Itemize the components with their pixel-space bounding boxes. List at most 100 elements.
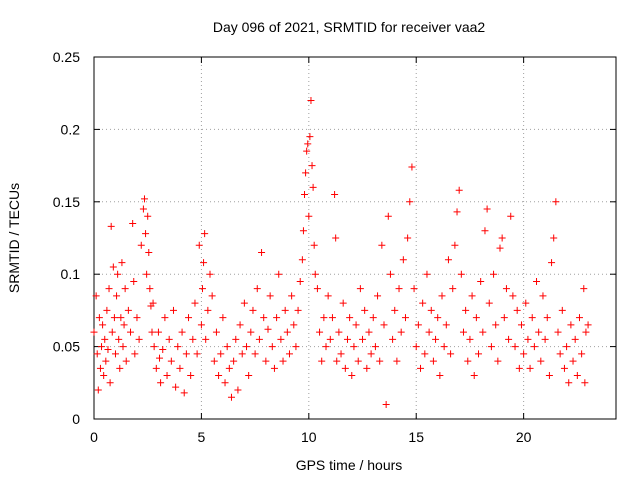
data-point: [165, 335, 173, 343]
data-point: [187, 372, 195, 380]
data-point: [103, 306, 111, 314]
data-point: [554, 328, 562, 336]
y-tick-label: 0.15: [53, 194, 80, 210]
data-point: [234, 386, 242, 394]
y-axis-label: SRMTID / TECUs: [6, 183, 22, 293]
data-point: [494, 357, 502, 365]
data-point: [145, 248, 153, 256]
data-point: [376, 357, 384, 365]
data-point: [384, 212, 392, 220]
data-point: [101, 335, 109, 343]
data-point: [543, 314, 551, 322]
data-point: [142, 230, 150, 238]
data-point: [121, 285, 129, 293]
data-point: [146, 285, 154, 293]
data-point: [442, 321, 450, 329]
data-point: [296, 277, 304, 285]
data-point: [475, 350, 483, 358]
data-point: [238, 350, 246, 358]
data-point: [332, 234, 340, 242]
data-point: [421, 350, 429, 358]
data-point: [578, 350, 586, 358]
grid: [93, 56, 616, 420]
data-point: [197, 321, 205, 329]
data-point: [444, 256, 452, 264]
data-point: [255, 335, 263, 343]
data-point: [161, 314, 169, 322]
data-point: [90, 328, 98, 336]
data-point: [429, 357, 437, 365]
data-point: [526, 364, 534, 372]
data-point: [395, 285, 403, 293]
data-point: [115, 335, 123, 343]
data-point: [509, 292, 517, 300]
data-point: [92, 292, 100, 300]
data-point: [320, 314, 328, 322]
data-point: [391, 306, 399, 314]
data-point: [371, 343, 379, 351]
data-point: [361, 306, 369, 314]
data-point: [479, 328, 487, 336]
data-point: [306, 133, 314, 141]
data-point: [352, 321, 360, 329]
data-point: [302, 169, 310, 177]
data-point: [266, 292, 274, 300]
data-point: [288, 292, 296, 300]
data-point: [528, 314, 536, 322]
data-point: [139, 205, 147, 213]
data-point: [541, 335, 549, 343]
data-point: [581, 379, 589, 387]
data-point: [490, 270, 498, 278]
data-point: [440, 343, 448, 351]
data-point: [309, 183, 317, 191]
data-point: [328, 314, 336, 322]
data-point: [294, 306, 302, 314]
data-point: [393, 357, 401, 365]
data-point: [118, 259, 126, 267]
data-point: [560, 364, 568, 372]
chart-title: Day 096 of 2021, SRMTID for receiver vaa…: [213, 19, 486, 35]
data-point: [195, 241, 203, 249]
data-point: [102, 357, 110, 365]
data-point: [129, 220, 137, 228]
data-point: [223, 343, 231, 351]
data-point: [178, 328, 186, 336]
data-point: [304, 140, 312, 148]
data-point: [455, 186, 463, 194]
data-point: [240, 299, 248, 307]
data-point: [268, 343, 276, 351]
data-point: [191, 299, 199, 307]
data-point: [253, 285, 261, 293]
data-point: [193, 350, 201, 358]
data-point: [539, 292, 547, 300]
data-point: [556, 350, 564, 358]
data-point: [303, 147, 311, 155]
data-point: [569, 357, 577, 365]
data-point: [113, 292, 121, 300]
data-point: [299, 227, 307, 235]
data-point: [436, 372, 444, 380]
data-point: [169, 306, 177, 314]
data-point: [545, 372, 553, 380]
data-point: [200, 259, 208, 267]
data-point: [365, 328, 373, 336]
data-point: [208, 292, 216, 300]
data-point: [324, 292, 332, 300]
data-point: [174, 343, 182, 351]
data-point: [308, 162, 316, 170]
x-tick-label: 10: [301, 429, 317, 445]
data-point: [432, 335, 440, 343]
data-point: [251, 350, 259, 358]
data-point: [558, 306, 566, 314]
data-point: [563, 343, 571, 351]
data-point: [154, 328, 162, 336]
data-point: [335, 328, 343, 336]
x-axis-label: GPS time / hours: [296, 457, 403, 473]
data-point: [277, 335, 285, 343]
data-point: [513, 306, 521, 314]
plot-frame: [93, 56, 617, 420]
data-point: [575, 314, 583, 322]
data-point: [100, 372, 108, 380]
y-tick-label: 0: [72, 411, 80, 427]
